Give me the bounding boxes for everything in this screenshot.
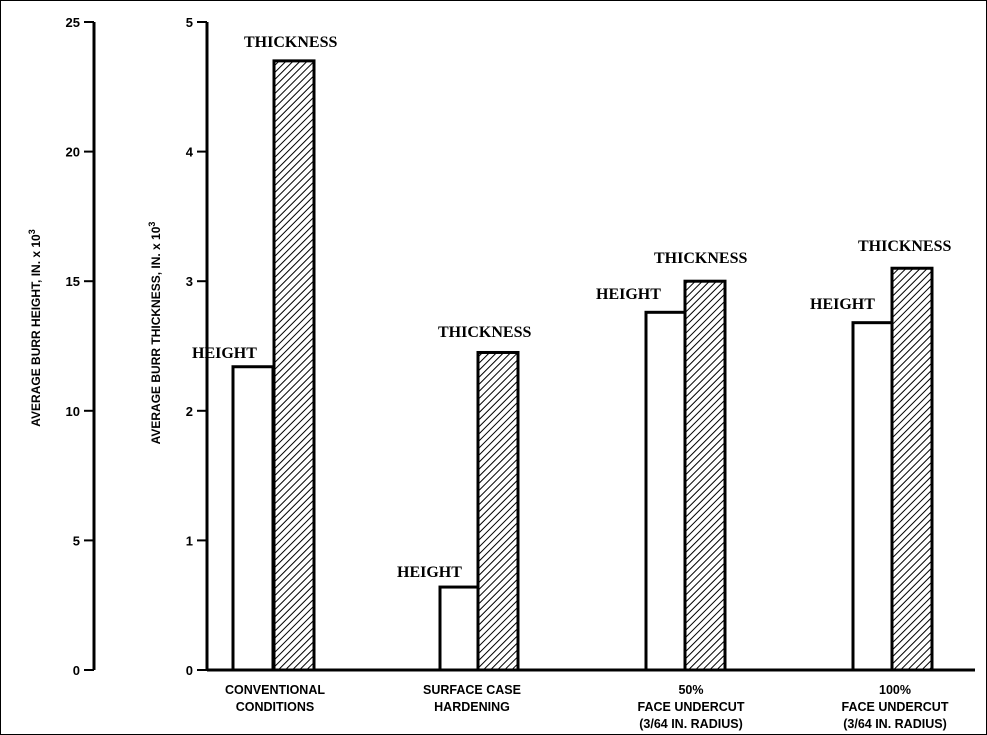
height-bar — [438, 585, 482, 672]
right-axis-tick-label: 2 — [186, 404, 193, 419]
right-axis-tick-label: 4 — [186, 145, 194, 160]
left-axis-tick-label: 15 — [66, 274, 80, 289]
height-bar — [644, 310, 688, 672]
left-axis-tick-label: 0 — [73, 663, 80, 678]
right-axis-tick-label: 1 — [186, 533, 193, 548]
thickness-bar-label: THICKNESS — [858, 238, 951, 255]
left-axis-tick-label: 5 — [73, 533, 80, 548]
thickness-bar — [272, 59, 316, 672]
category-label: (3/64 IN. RADIUS) — [843, 717, 947, 731]
height-bar — [231, 365, 275, 672]
thickness-bar — [683, 279, 727, 672]
height-bar-label: HEIGHT — [596, 286, 661, 303]
right-axis-tick-label: 3 — [186, 274, 193, 289]
category-label: CONDITIONS — [236, 700, 314, 714]
thickness-bar-label: THICKNESS — [438, 324, 531, 341]
category-label: CONVENTIONAL — [225, 683, 325, 697]
height-bar-label: HEIGHT — [810, 296, 875, 313]
thickness-bar-label: THICKNESS — [654, 250, 747, 267]
category-label: 100% — [879, 683, 911, 697]
category-label: FACE UNDERCUT — [638, 700, 745, 714]
thickness-bar-label: THICKNESS — [244, 34, 337, 51]
thickness-bar — [890, 266, 934, 672]
category-label: (3/64 IN. RADIUS) — [639, 717, 743, 731]
category-label: SURFACE CASE — [423, 683, 521, 697]
right-axis-title: AVERAGE BURR THICKNESS, IN. x 103 — [147, 222, 163, 445]
category-label: HARDENING — [434, 700, 510, 714]
left-axis-tick-label: 20 — [66, 145, 80, 160]
category-label: FACE UNDERCUT — [842, 700, 949, 714]
thickness-bar — [476, 350, 520, 672]
category-label: 50% — [678, 683, 703, 697]
right-axis-tick-label: 5 — [186, 15, 193, 30]
height-bar — [851, 321, 895, 672]
height-bar-label: HEIGHT — [397, 564, 462, 581]
left-axis-tick-label: 10 — [66, 404, 80, 419]
height-bar-label: HEIGHT — [192, 345, 257, 362]
left-axis-tick-label: 25 — [66, 15, 80, 30]
left-axis-title: AVERAGE BURR HEIGHT, IN. x 103 — [27, 229, 43, 427]
right-axis-tick-label: 0 — [186, 663, 193, 678]
